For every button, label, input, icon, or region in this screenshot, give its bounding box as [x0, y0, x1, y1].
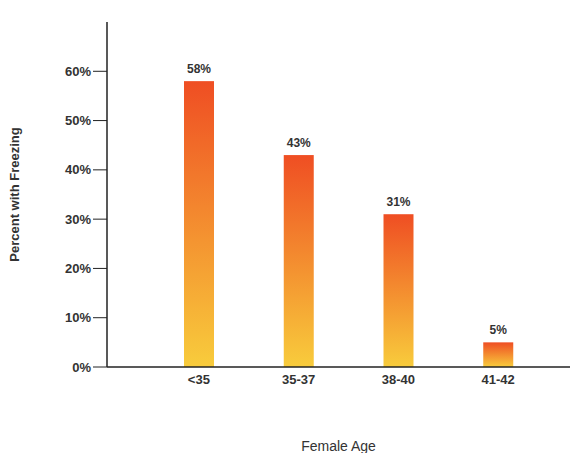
svg-text:Female Age: Female Age: [301, 438, 376, 453]
svg-text:5%: 5%: [490, 323, 508, 337]
svg-text:10%: 10%: [65, 310, 91, 325]
svg-text:43%: 43%: [287, 136, 311, 150]
svg-text:38-40: 38-40: [382, 372, 415, 387]
svg-text:58%: 58%: [187, 62, 211, 76]
svg-text:0%: 0%: [72, 360, 91, 375]
svg-text:20%: 20%: [65, 261, 91, 276]
svg-text:Percent with Freezing: Percent with Freezing: [8, 127, 22, 261]
svg-text:30%: 30%: [65, 212, 91, 227]
svg-text:60%: 60%: [65, 64, 91, 79]
svg-text:31%: 31%: [386, 195, 410, 209]
svg-text:<35: <35: [188, 372, 210, 387]
svg-text:50%: 50%: [65, 113, 91, 128]
svg-text:35-37: 35-37: [282, 372, 315, 387]
svg-text:40%: 40%: [65, 162, 91, 177]
svg-text:41-42: 41-42: [482, 372, 515, 387]
